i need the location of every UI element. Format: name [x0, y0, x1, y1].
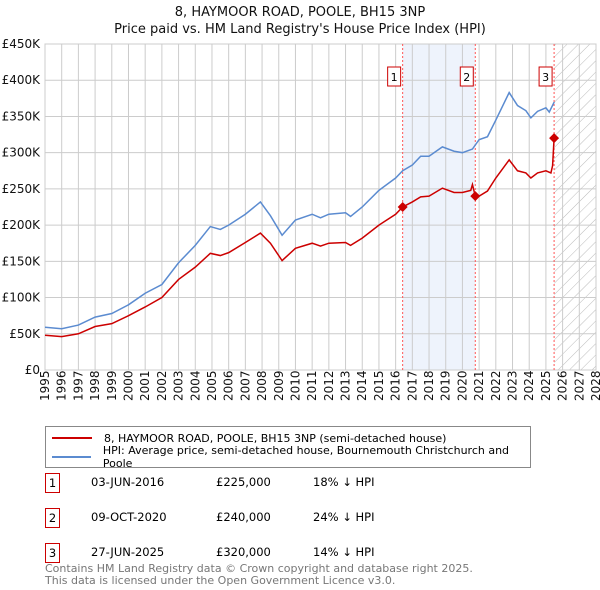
legend-hpi: HPI: Average price, semi-detached house,…	[102, 444, 510, 470]
x-tick-label: 2003	[172, 370, 186, 401]
sale-date: 27-JUN-2025	[91, 545, 165, 559]
x-tick-label: 2006	[222, 370, 236, 401]
sale-hpi-diff: 24% ↓ HPI	[313, 510, 375, 524]
sale-number: 3	[45, 543, 60, 563]
x-tick-label: 2012	[322, 370, 336, 401]
sale-marker-label: 2	[463, 71, 470, 84]
x-tick-label: 2020	[455, 370, 469, 401]
y-tick-label: £250K	[2, 182, 42, 196]
sale-marker-label: 1	[391, 71, 398, 84]
y-tick-label: £350K	[2, 109, 42, 123]
footer-licence: This data is licensed under the Open Gov…	[45, 574, 396, 587]
x-tick-label: 2000	[121, 370, 135, 401]
x-tick-label: 1995	[38, 370, 52, 401]
y-tick-label: £300K	[2, 146, 42, 160]
y-tick-label: £50K	[9, 327, 41, 341]
plot-border	[44, 43, 597, 371]
forecast-hatch	[554, 44, 596, 370]
sale-marker-label: 3	[542, 71, 549, 84]
legend-blue-line	[52, 456, 91, 458]
x-tick-label: 2024	[522, 370, 536, 401]
x-tick-label: 2017	[405, 370, 419, 401]
x-tick-label: 2002	[155, 370, 169, 401]
sale-number: 2	[45, 508, 60, 528]
sale-price: £225,000	[216, 475, 271, 489]
x-tick-label: 1999	[105, 370, 119, 401]
footer-copyright: Contains HM Land Registry data © Crown c…	[45, 562, 473, 575]
x-tick-label: 2018	[422, 370, 436, 401]
x-tick-label: 2022	[489, 370, 503, 401]
sale-point	[397, 202, 408, 212]
x-tick-label: 2004	[188, 370, 202, 401]
x-tick-label: 2007	[238, 370, 252, 401]
y-tick-label: £150K	[2, 254, 42, 268]
x-tick-label: 2014	[355, 370, 369, 401]
sale-hpi-diff: 18% ↓ HPI	[313, 475, 375, 489]
legend: 8, HAYMOOR ROAD, POOLE, BH15 3NP (semi-d…	[45, 426, 531, 470]
chart-subtitle: Price paid vs. HM Land Registry's House …	[114, 22, 486, 37]
x-tick-label: 2009	[272, 370, 286, 401]
sale-marker-box	[538, 66, 553, 87]
x-tick-label: 2025	[539, 370, 553, 401]
x-tick-label: 2008	[255, 370, 269, 401]
sale-hpi-diff: 14% ↓ HPI	[313, 545, 375, 559]
legend-property: 8, HAYMOOR ROAD, POOLE, BH15 3NP (semi-d…	[104, 431, 447, 445]
sale-date: 09-OCT-2020	[91, 510, 167, 524]
sale-number: 1	[45, 473, 60, 493]
property-price-line	[44, 138, 555, 338]
x-tick-label: 2005	[205, 370, 219, 401]
y-tick-label: £100K	[2, 291, 42, 305]
sale-marker-box	[459, 66, 474, 87]
x-tick-label: 2019	[439, 370, 453, 401]
sale-price: £320,000	[216, 545, 271, 559]
x-tick-label: 2015	[372, 370, 386, 401]
x-tick-label: 2016	[389, 370, 403, 401]
y-tick-label: £400K	[2, 73, 42, 87]
x-tick-label: 2027	[572, 370, 586, 401]
hpi-line	[44, 91, 555, 330]
sale-price: £240,000	[216, 510, 271, 524]
x-tick-label: 2028	[589, 370, 600, 401]
plot-area: 1995 1996 1997 1998 1999 2000 2001 2002 2003 2004…	[2, 37, 600, 401]
sale-point	[470, 191, 481, 202]
legend-red-line	[52, 437, 92, 439]
x-tick-label: 2010	[288, 370, 302, 401]
y-tick-label: £450K	[2, 37, 42, 51]
x-tick-label: 2021	[472, 370, 486, 401]
x-tick-label: 1997	[71, 370, 85, 401]
sale-date: 03-JUN-2016	[91, 475, 165, 489]
y-tick-label: £200K	[2, 218, 42, 232]
x-tick-label: 2011	[305, 370, 319, 401]
shaded-period	[402, 44, 476, 370]
x-tick-label: 2026	[556, 370, 570, 401]
x-tick-label: 1996	[55, 370, 69, 401]
x-tick-label: 2013	[339, 370, 353, 401]
sale-point	[549, 133, 560, 144]
x-tick-label: 1998	[88, 370, 102, 401]
y-tick-label: £0	[25, 363, 40, 377]
x-tick-label: 2023	[506, 370, 520, 401]
sale-marker-box	[387, 66, 402, 87]
x-tick-label: 2001	[138, 370, 152, 401]
chart-title: 8, HAYMOOR ROAD, POOLE, BH15 3NP	[174, 5, 426, 20]
